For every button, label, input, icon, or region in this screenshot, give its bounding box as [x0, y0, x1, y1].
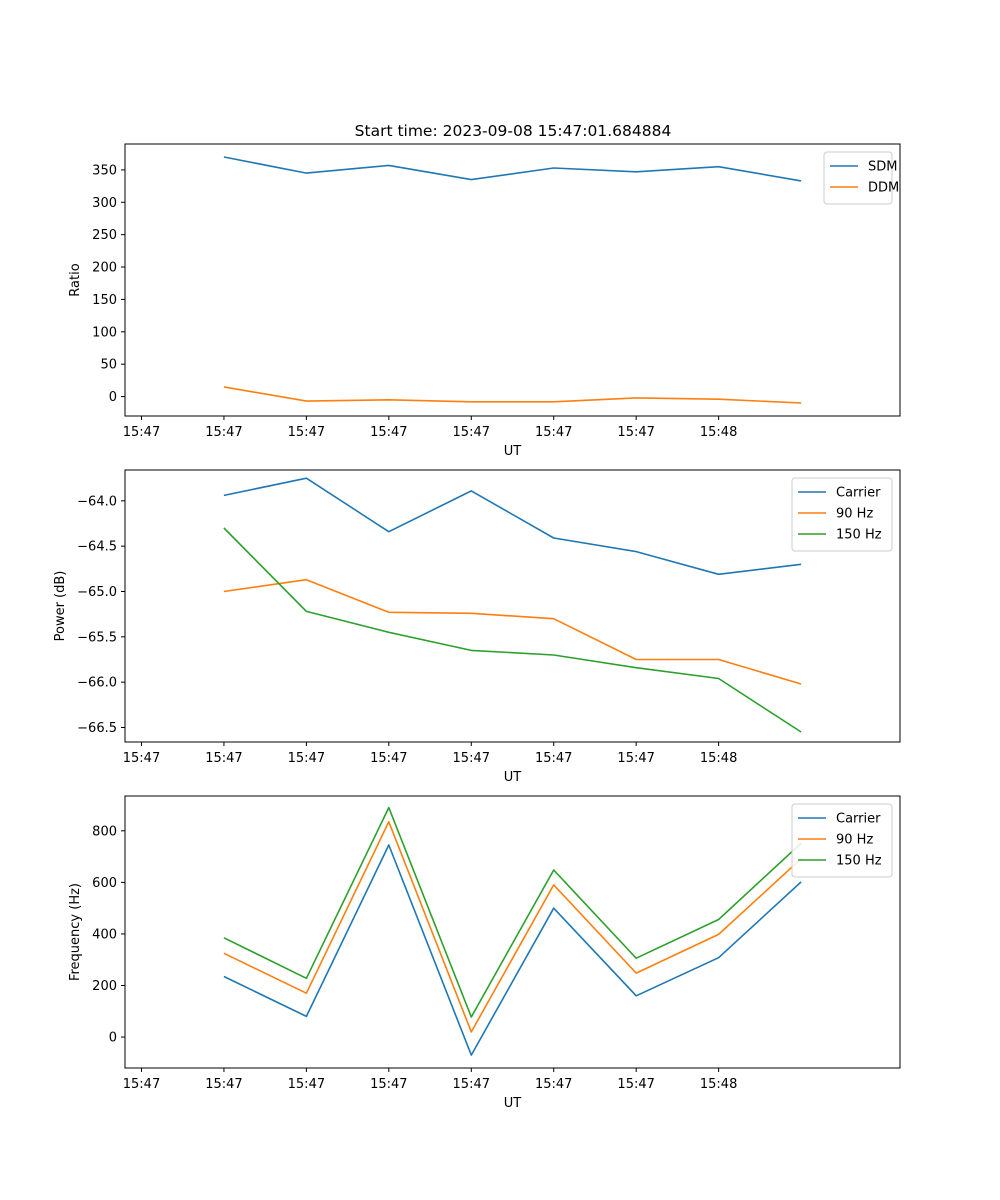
x-tick-label: 15:47	[205, 751, 242, 766]
x-tick-label: 15:48	[700, 425, 737, 440]
y-tick-label: −65.5	[77, 630, 117, 645]
x-tick-label: 15:47	[453, 1077, 490, 1092]
x-tick-label: 15:47	[370, 1077, 407, 1092]
x-tick-label: 15:47	[205, 425, 242, 440]
x-tick-label: 15:47	[370, 425, 407, 440]
y-tick-label: −64.5	[77, 540, 117, 555]
y-tick-label: −66.5	[77, 721, 117, 736]
axes-frame	[124, 143, 901, 417]
x-tick-label: 15:48	[700, 751, 737, 766]
axes-frame	[124, 469, 901, 743]
axes-frame	[124, 795, 901, 1069]
x-tick-label: 15:47	[617, 1077, 654, 1092]
x-tick-label: 15:47	[123, 1077, 160, 1092]
series-line-90-hz	[223, 820, 802, 1033]
y-axis-label: Power (dB)	[53, 571, 68, 642]
legend: SDM DDM	[823, 151, 899, 205]
series-line-150-hz	[223, 527, 802, 733]
x-tick-label: 15:47	[370, 751, 407, 766]
x-tick-label: 15:47	[288, 425, 325, 440]
y-tick-label: 300	[92, 196, 117, 211]
y-tick-label: 200	[92, 979, 117, 994]
y-tick-label: 400	[92, 927, 117, 942]
x-tick-label: 15:47	[205, 1077, 242, 1092]
y-axis-label: Frequency (Hz)	[68, 883, 83, 981]
x-tick-label: 15:47	[453, 751, 490, 766]
y-tick-label: −64.0	[77, 494, 117, 509]
y-tick-label: 0	[109, 390, 117, 405]
y-tick-label: −65.0	[77, 585, 117, 600]
legend-label: SDM	[868, 160, 897, 175]
legend-label: 90 Hz	[836, 507, 873, 522]
y-tick-label: 50	[100, 358, 117, 373]
x-tick-label: 15:47	[617, 425, 654, 440]
x-tick-label: 15:47	[288, 751, 325, 766]
legend-box	[791, 803, 893, 878]
y-tick-label: 200	[92, 261, 117, 276]
y-tick-label: 600	[92, 876, 117, 891]
y-axis-label: Ratio	[68, 263, 83, 296]
y-tick-label: 100	[92, 325, 117, 340]
subplot-panels: 15:47 15:47 15:47 15:47 15:47 15:47 15:47 15:48…	[53, 143, 901, 1111]
legend-label: 90 Hz	[836, 833, 873, 848]
x-tick-label: 15:47	[617, 751, 654, 766]
x-tick-label: 15:47	[453, 425, 490, 440]
series-line-carrier	[223, 844, 802, 1056]
subplot-3: 15:47 15:47 15:47 15:47 15:47 15:47 15:47 15:48…	[68, 795, 901, 1111]
x-tick-label: 15:47	[123, 425, 160, 440]
subplot-2: 15:47 15:47 15:47 15:47 15:47 15:47 15:47 15:48…	[53, 469, 901, 785]
legend-box	[791, 477, 893, 552]
series-line-carrier	[223, 477, 802, 576]
y-tick-label: 0	[109, 1031, 117, 1046]
y-tick-label: 150	[92, 293, 117, 308]
legend-label: 150 Hz	[836, 528, 882, 543]
x-axis-label: UT	[504, 1096, 522, 1111]
legend-label: 150 Hz	[836, 854, 882, 869]
legend: Carrier 90 Hz 150 Hz	[791, 477, 893, 552]
series-line-ddm	[223, 386, 802, 404]
x-tick-label: 15:48	[700, 1077, 737, 1092]
x-tick-label: 15:47	[123, 751, 160, 766]
figure-title: Start time: 2023-09-08 15:47:01.684884	[355, 122, 672, 140]
legend-label: DDM	[868, 181, 899, 196]
x-tick-label: 15:47	[535, 425, 572, 440]
legend-label: Carrier	[836, 486, 881, 501]
series-line-sdm	[223, 156, 802, 182]
legend-box	[823, 151, 893, 205]
series-line-90-hz	[223, 578, 802, 685]
y-tick-label: 800	[92, 824, 117, 839]
subplot-1: 15:47 15:47 15:47 15:47 15:47 15:47 15:47 15:48…	[68, 143, 901, 459]
x-tick-label: 15:47	[535, 1077, 572, 1092]
legend: Carrier 90 Hz 150 Hz	[791, 803, 893, 878]
y-tick-label: −66.0	[77, 676, 117, 691]
x-axis-label: UT	[504, 770, 522, 785]
y-tick-label: 250	[92, 228, 117, 243]
x-axis-label: UT	[504, 444, 522, 459]
series-line-150-hz	[223, 806, 802, 1018]
x-tick-label: 15:47	[288, 1077, 325, 1092]
y-tick-label: 350	[92, 163, 117, 178]
legend-label: Carrier	[836, 812, 881, 827]
x-tick-label: 15:47	[535, 751, 572, 766]
